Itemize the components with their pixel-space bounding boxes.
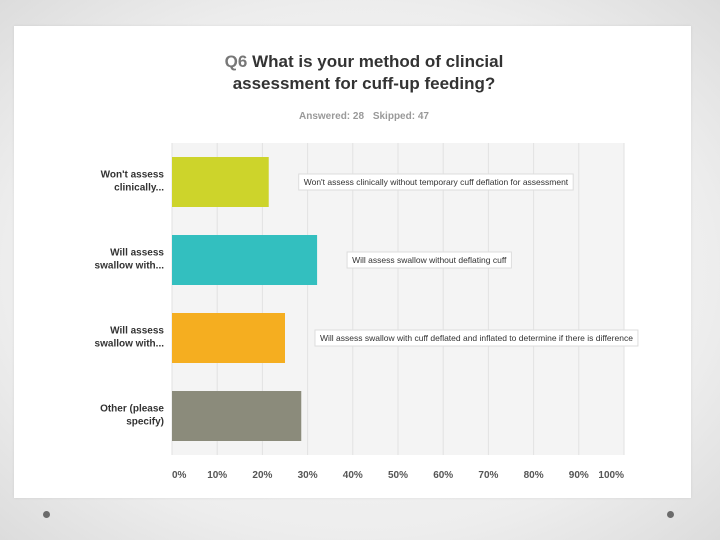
bar-annotation-text: Will assess swallow with cuff deflated a… — [320, 333, 633, 343]
response-stats: Answered: 28 Skipped: 47 — [164, 111, 564, 122]
bar-annotation-box — [298, 173, 574, 191]
question-text-line2: assessment for cuff-up feeding? — [232, 74, 496, 93]
category-label: Will assess — [110, 248, 164, 259]
x-tick-label: 100% — [598, 470, 624, 481]
x-tick-label: 20% — [252, 470, 272, 481]
x-tick-label: 90% — [569, 470, 589, 481]
x-tick-label: 10% — [207, 470, 227, 481]
answered-count: Answered: 28 — [299, 111, 365, 122]
x-tick-label: 70% — [478, 470, 498, 481]
category-label: specify) — [126, 417, 164, 428]
category-label: Won't assess — [101, 170, 165, 181]
x-tick-label: 50% — [388, 470, 408, 481]
x-tick-label: 80% — [524, 470, 544, 481]
bullet-dot-left — [43, 511, 50, 518]
category-label: swallow with... — [95, 261, 165, 272]
bullet-dot-right — [667, 511, 674, 518]
bar-annotation-box — [346, 251, 512, 269]
bar-annotation-box — [314, 329, 639, 347]
x-tick-label: 60% — [433, 470, 453, 481]
bar-1 — [172, 157, 269, 207]
x-tick-label: 0% — [172, 470, 187, 481]
category-label: clinically... — [114, 183, 164, 194]
question-text-line1: What is your method of clincial — [252, 52, 504, 71]
bar-annotation-text: Will assess swallow without deflating cu… — [352, 255, 507, 265]
x-tick-label: 40% — [343, 470, 363, 481]
bar-4 — [172, 391, 302, 441]
bar-annotation-text: Won't assess clinically without temporar… — [304, 177, 569, 187]
bar-3 — [172, 313, 285, 363]
category-label: Other (please — [100, 404, 164, 415]
question-number: Q6 — [224, 52, 248, 71]
skipped-count: Skipped: 47 — [372, 111, 429, 122]
chart-title: Q6 What is your method of clincial asses… — [164, 51, 564, 95]
category-label: Will assess — [110, 326, 164, 337]
x-tick-label: 30% — [298, 470, 318, 481]
bar-2 — [172, 235, 318, 285]
category-label: swallow with... — [95, 339, 165, 350]
